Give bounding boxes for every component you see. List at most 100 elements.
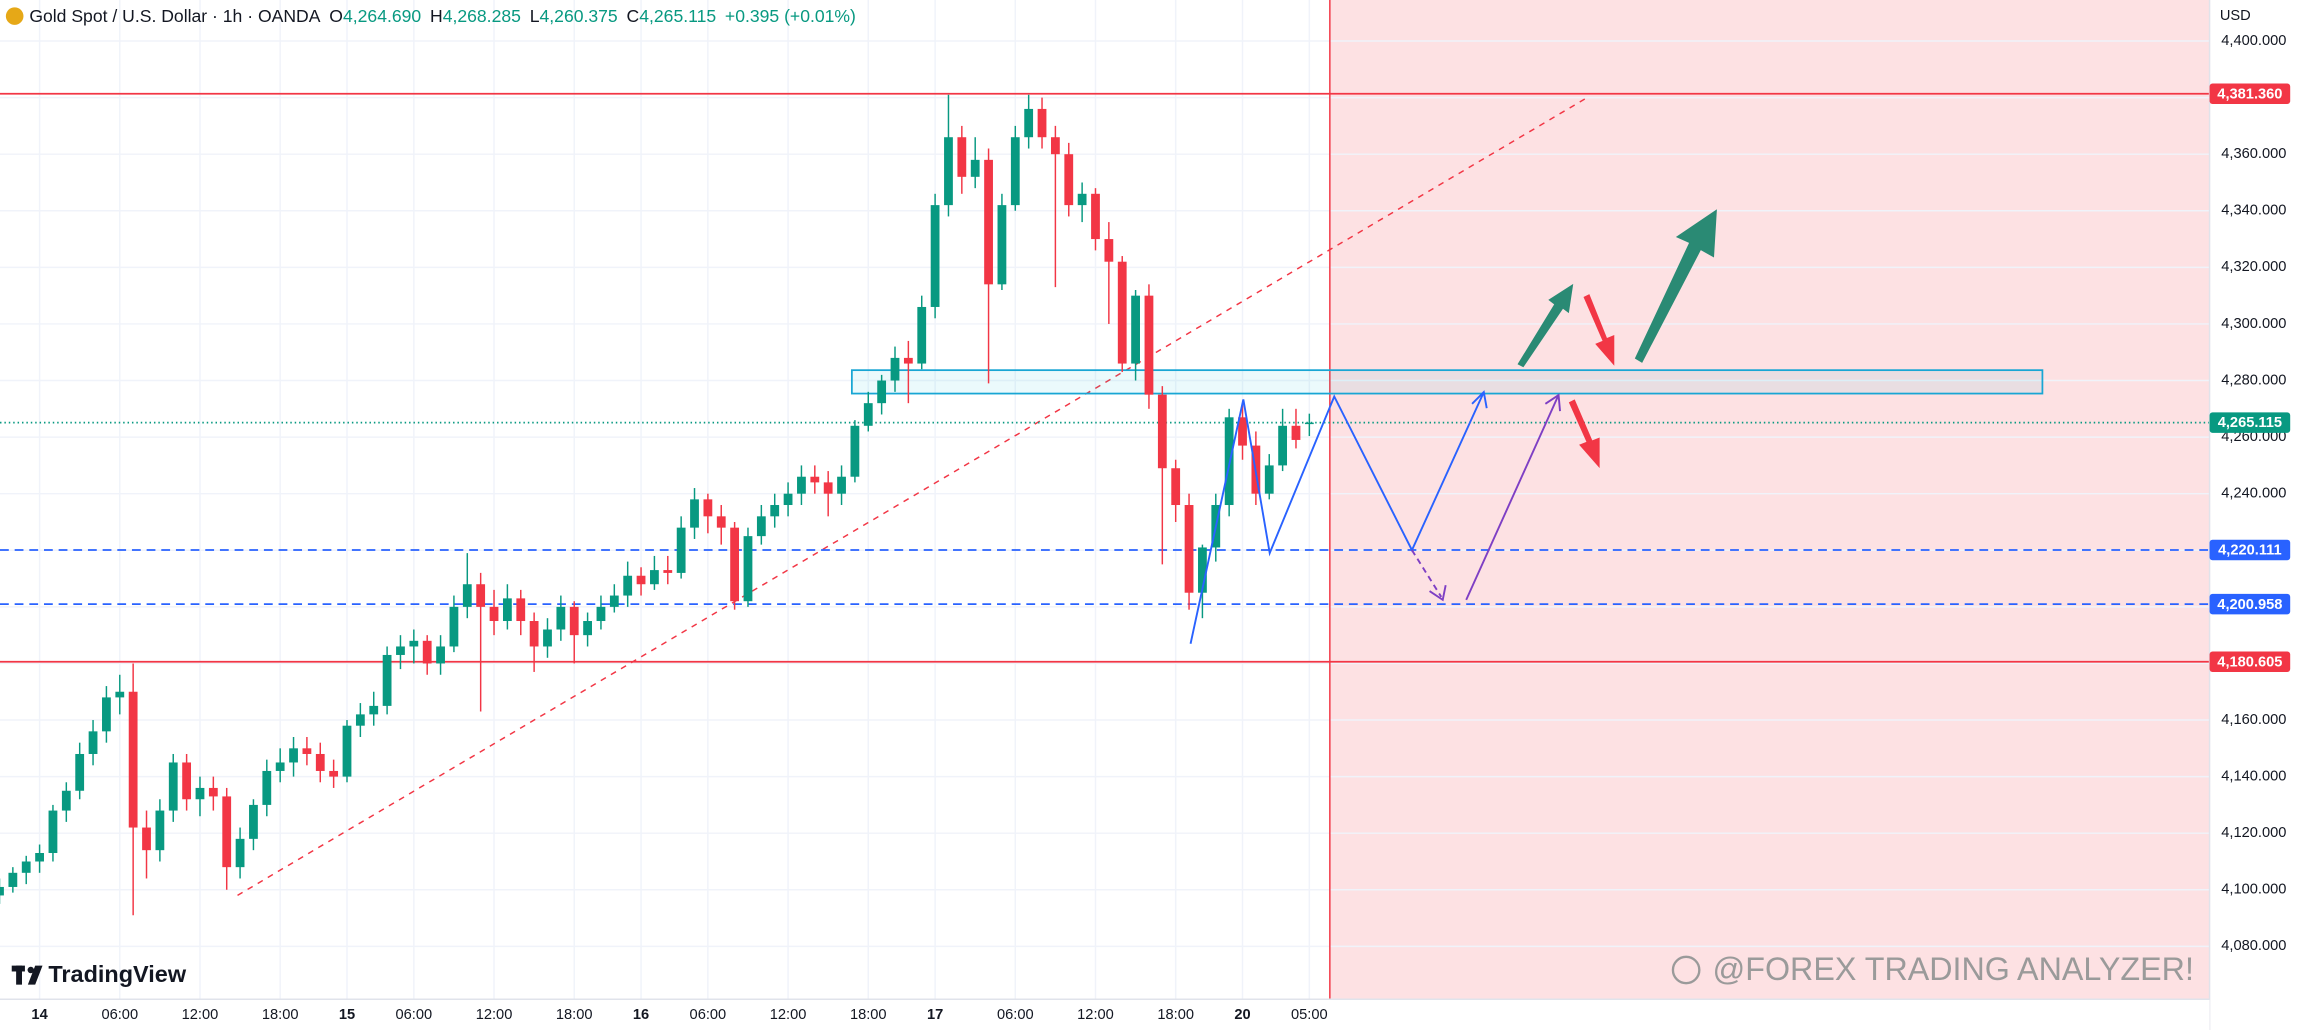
y-tick-label: 4,320.000 <box>2221 259 2286 275</box>
candle-body <box>984 159 993 285</box>
level-tag <box>2209 539 2291 561</box>
ohlc-value: 4,268.285 <box>443 5 521 25</box>
candle-body <box>543 629 552 647</box>
y-tick-label: 4,100.000 <box>2221 882 2286 898</box>
ohlc-label: L <box>530 5 540 25</box>
candle-body <box>1184 505 1194 593</box>
x-tick-label: 18:00 <box>1157 1007 1194 1023</box>
candle-body <box>903 357 913 364</box>
candle-body <box>75 753 85 791</box>
brand-name: TradingView <box>48 961 186 987</box>
candle-body <box>690 499 699 528</box>
candle-body <box>529 621 539 647</box>
candle-body <box>676 527 686 573</box>
candle-body <box>115 691 125 698</box>
candle-body <box>168 762 178 811</box>
level-tag <box>2209 83 2291 105</box>
candle-body <box>462 584 472 607</box>
candle-body <box>783 493 793 506</box>
candle-body <box>208 787 218 797</box>
x-tick-label: 12:00 <box>476 1007 513 1023</box>
candle-body <box>1144 295 1154 395</box>
candle-body <box>516 598 526 622</box>
candle-body <box>235 838 245 868</box>
y-tick-label: 4,280.000 <box>2221 372 2286 388</box>
candle-body <box>823 482 833 494</box>
candle-body <box>329 770 339 777</box>
candle-body <box>863 403 873 426</box>
candle-body <box>262 770 272 805</box>
candle-body <box>877 380 887 404</box>
up-arrow <box>1634 209 1717 363</box>
alt-path <box>1411 549 1443 598</box>
y-tick-label: 4,080.000 <box>2221 938 2286 954</box>
candle-body <box>957 137 967 177</box>
candle-body <box>623 575 633 596</box>
currency-label: USD <box>2220 8 2251 24</box>
candle-body <box>315 753 325 771</box>
alt-path <box>1465 394 1560 601</box>
resistance-zone <box>850 369 2044 395</box>
symbol-icon <box>5 7 24 25</box>
candle-body <box>422 640 432 664</box>
candle-body <box>703 499 713 517</box>
price-axis <box>2209 0 2299 1030</box>
candle-body <box>222 796 232 868</box>
watermark-icon <box>1671 955 1701 985</box>
x-tick-label: 06:00 <box>396 1007 433 1023</box>
candle-body <box>1117 261 1127 364</box>
projection <box>1189 390 1561 644</box>
level-tag <box>2209 651 2291 672</box>
candle-body <box>1010 137 1020 206</box>
candle-body <box>636 575 646 585</box>
candle-body <box>48 810 58 854</box>
candle-body <box>890 357 900 381</box>
candle-body <box>1264 465 1274 494</box>
candles <box>0 94 1314 916</box>
candle-body <box>21 861 31 873</box>
candle-body <box>1024 108 1034 138</box>
candle-body <box>1037 108 1047 138</box>
x-tick-label: 17 <box>927 1007 943 1023</box>
legend: Gold Spot / U.S. Dollar · 1h · OANDA O4,2… <box>29 5 856 25</box>
ohlc-label: C <box>627 5 640 25</box>
candle-body <box>1077 193 1087 206</box>
level-label: 4,381.360 <box>2217 86 2282 102</box>
y-tick-label: 4,140.000 <box>2221 769 2286 785</box>
future-zone <box>1329 0 2210 1000</box>
candle-body <box>275 762 285 771</box>
candle-body <box>970 159 980 177</box>
candle-body <box>596 606 606 622</box>
candle-body <box>850 425 860 477</box>
down-arrow <box>1568 399 1600 469</box>
ohlc-value: 4,265.115 <box>639 5 716 25</box>
candle-body <box>0 886 4 896</box>
candle-body <box>382 654 392 706</box>
projection-arrowhead <box>1471 390 1488 409</box>
candle-body <box>663 570 673 573</box>
candle-body <box>756 516 766 537</box>
candle-body <box>1291 425 1301 440</box>
watermark: @FOREX TRADING ANALYZER! <box>1713 951 2194 987</box>
ohlc-label: H <box>430 5 443 25</box>
x-tick-label: 12:00 <box>182 1007 219 1023</box>
candle-body <box>609 595 619 607</box>
candle-body <box>1104 239 1114 262</box>
x-tick-label: 12:00 <box>770 1007 807 1023</box>
ohlc-label: O <box>329 5 343 25</box>
symbol: Gold Spot / U.S. Dollar · 1h · OANDA <box>29 5 320 25</box>
candle-body <box>569 606 579 636</box>
ohlc-value: 4,264.690 <box>343 5 421 25</box>
x-tick-label: 18:00 <box>556 1007 593 1023</box>
level-label: 4,200.958 <box>2217 597 2282 613</box>
candle-body <box>810 476 820 483</box>
candle-body <box>997 205 1007 285</box>
down-arrow <box>1583 294 1615 366</box>
projection-path <box>1189 391 1485 644</box>
x-tick-label: 06:00 <box>997 1007 1034 1023</box>
y-tick-label: 4,360.000 <box>2221 146 2286 162</box>
x-tick-label: 16 <box>633 1007 649 1023</box>
y-tick-label: 4,260.000 <box>2221 429 2286 445</box>
candle-body <box>396 646 405 655</box>
candle-body <box>102 697 111 732</box>
